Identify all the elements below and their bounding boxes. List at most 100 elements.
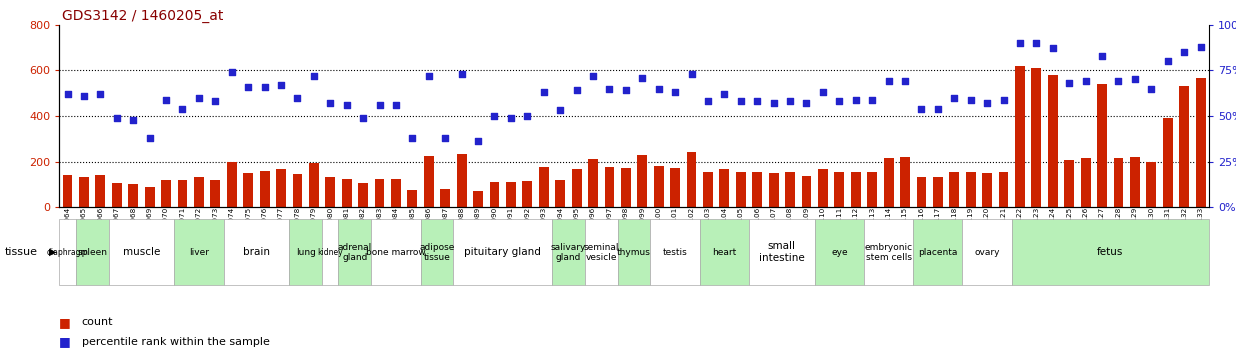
Point xyxy=(1010,40,1030,46)
Bar xyxy=(900,157,910,207)
Point xyxy=(1142,86,1162,91)
Text: salivary
gland: salivary gland xyxy=(551,242,586,262)
Bar xyxy=(1098,84,1107,207)
Bar xyxy=(785,172,795,207)
Bar xyxy=(109,219,174,285)
Point xyxy=(124,117,143,122)
Point xyxy=(748,98,768,104)
Point xyxy=(518,113,538,119)
Bar xyxy=(145,187,154,207)
Point xyxy=(863,97,883,102)
Bar xyxy=(440,189,450,207)
Text: small
intestine: small intestine xyxy=(759,241,805,263)
Bar xyxy=(161,180,171,207)
Bar xyxy=(424,156,434,207)
Text: bone marrow: bone marrow xyxy=(366,248,426,257)
Point xyxy=(599,86,619,91)
Bar xyxy=(917,177,926,207)
Text: fetus: fetus xyxy=(1098,247,1124,257)
Text: muscle: muscle xyxy=(122,247,161,257)
Bar xyxy=(375,179,384,207)
Text: seminal
vesicle: seminal vesicle xyxy=(583,242,619,262)
Bar xyxy=(391,179,400,207)
Bar xyxy=(473,191,483,207)
Bar xyxy=(358,183,368,207)
Text: eye: eye xyxy=(831,248,848,257)
Bar xyxy=(371,219,420,285)
Point xyxy=(468,139,488,144)
Point xyxy=(501,115,520,121)
Point xyxy=(452,71,472,77)
Point xyxy=(567,87,587,93)
Point xyxy=(829,98,849,104)
Point xyxy=(978,100,997,106)
Point xyxy=(173,106,193,112)
Bar xyxy=(913,219,963,285)
Bar xyxy=(63,175,73,207)
Bar xyxy=(650,219,700,285)
Text: spleen: spleen xyxy=(77,248,108,257)
Point xyxy=(550,108,570,113)
Bar xyxy=(687,153,696,207)
Bar xyxy=(983,173,993,207)
Bar xyxy=(769,173,779,207)
Bar xyxy=(342,179,351,207)
Text: testis: testis xyxy=(662,248,687,257)
Text: lung: lung xyxy=(295,248,315,257)
Bar xyxy=(753,172,763,207)
Bar xyxy=(638,155,648,207)
Text: count: count xyxy=(82,317,112,327)
Text: ovary: ovary xyxy=(974,248,1000,257)
Point xyxy=(944,95,964,101)
Bar xyxy=(868,172,878,207)
Text: heart: heart xyxy=(712,248,737,257)
Bar xyxy=(933,177,943,207)
Point xyxy=(583,73,603,79)
Bar xyxy=(604,167,614,207)
Point xyxy=(960,97,980,102)
Point xyxy=(90,91,110,97)
Bar xyxy=(815,219,864,285)
Point xyxy=(633,75,653,80)
Point xyxy=(255,84,274,90)
Bar xyxy=(309,162,319,207)
Point xyxy=(386,102,405,108)
Point xyxy=(58,91,78,97)
Bar xyxy=(864,219,913,285)
Point xyxy=(239,84,258,90)
Point xyxy=(649,86,669,91)
Bar xyxy=(289,219,323,285)
Point xyxy=(288,95,308,101)
Text: thymus: thymus xyxy=(617,248,651,257)
Bar xyxy=(112,183,121,207)
Point xyxy=(780,98,800,104)
Bar xyxy=(339,219,371,285)
Bar xyxy=(1032,68,1041,207)
Text: adrenal
gland: adrenal gland xyxy=(337,242,372,262)
Bar xyxy=(539,167,549,207)
Text: pituitary gland: pituitary gland xyxy=(465,247,541,257)
Point xyxy=(485,113,504,119)
Text: GDS3142 / 1460205_at: GDS3142 / 1460205_at xyxy=(62,9,224,23)
Point xyxy=(1125,77,1145,82)
Bar xyxy=(210,180,220,207)
Bar xyxy=(523,181,533,207)
Point xyxy=(845,97,865,102)
Bar xyxy=(618,219,650,285)
Point xyxy=(403,135,423,141)
Bar xyxy=(227,161,236,207)
Point xyxy=(189,95,209,101)
Bar xyxy=(555,180,565,207)
Point xyxy=(337,102,357,108)
Point xyxy=(108,115,127,121)
Bar xyxy=(719,170,729,207)
Bar xyxy=(802,176,811,207)
Bar xyxy=(178,180,188,207)
Point xyxy=(1027,40,1047,46)
Bar xyxy=(949,172,959,207)
Bar xyxy=(999,172,1009,207)
Point xyxy=(928,106,948,112)
Point xyxy=(1093,53,1112,59)
Text: ■: ■ xyxy=(59,316,72,329)
Bar xyxy=(1195,78,1205,207)
